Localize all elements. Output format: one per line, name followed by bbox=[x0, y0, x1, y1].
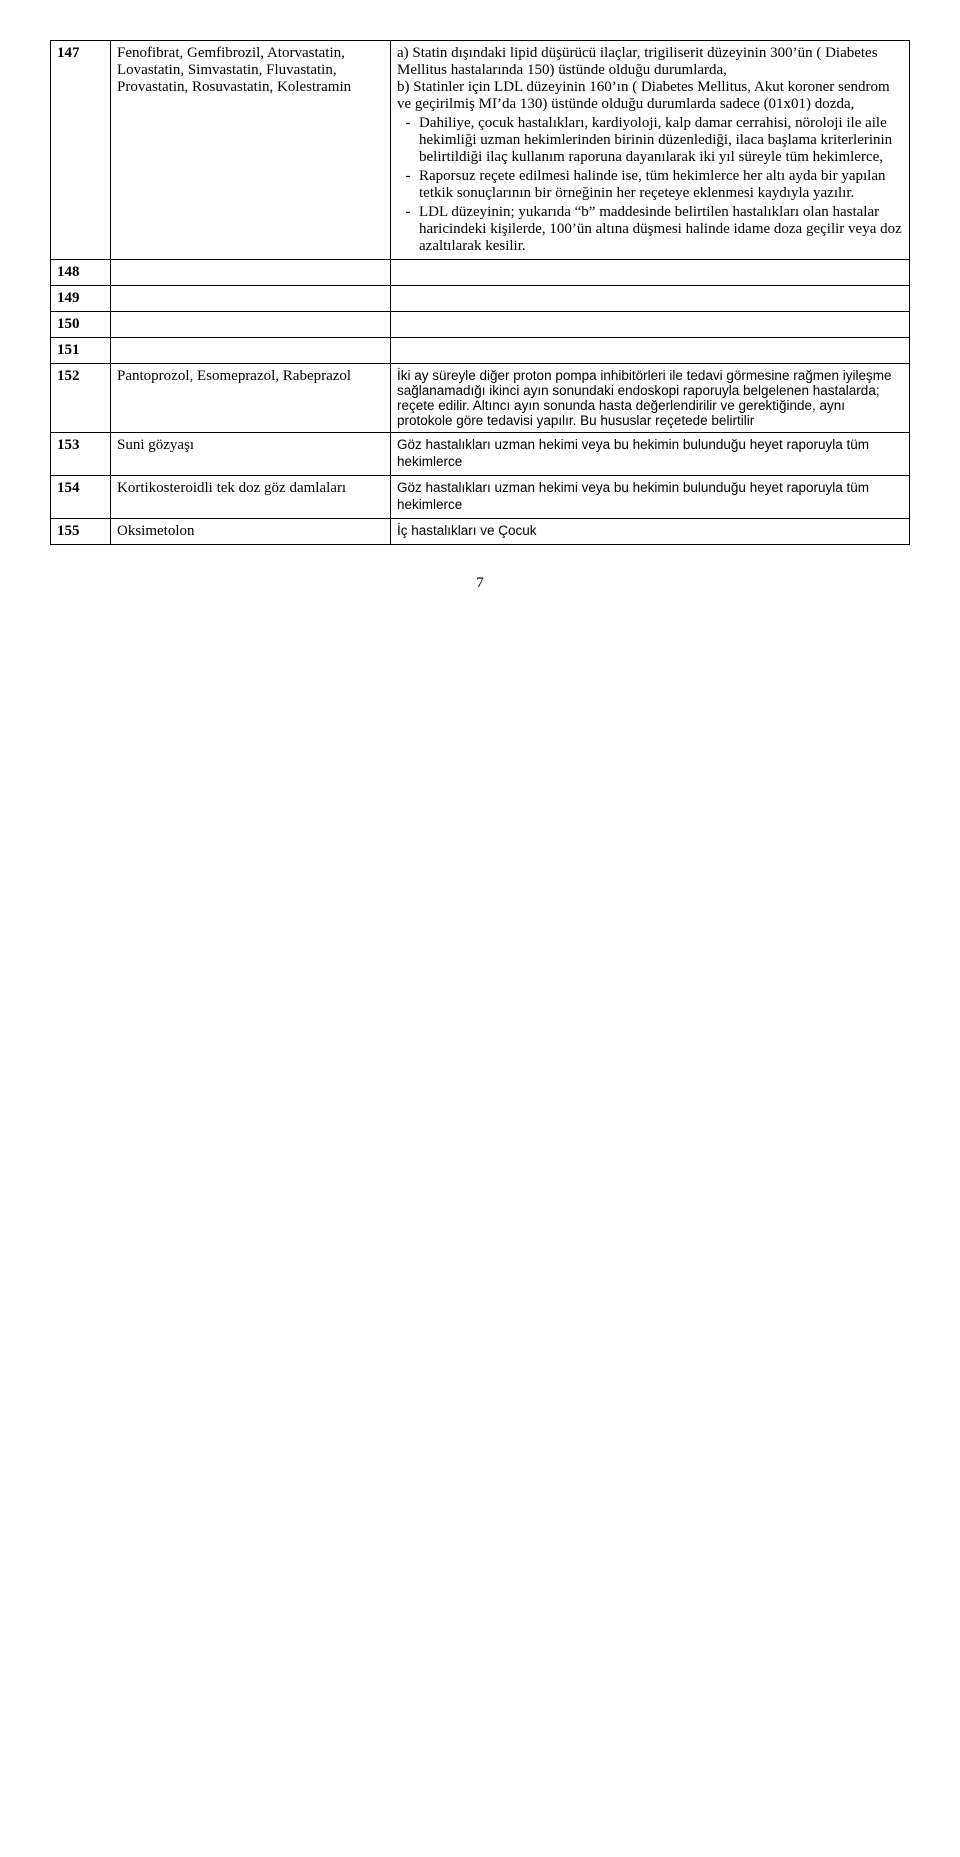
table-row: 150 bbox=[51, 312, 910, 338]
table-row: 151 bbox=[51, 338, 910, 364]
drug-cell: Suni gözyaşı bbox=[111, 433, 391, 476]
desc-text: İç hastalıkları ve Çocuk bbox=[397, 523, 537, 538]
desc-cell: İki ay süreyle diğer proton pompa inhibi… bbox=[391, 364, 910, 433]
desc-cell: İç hastalıkları ve Çocuk bbox=[391, 519, 910, 545]
desc-cell: Göz hastalıkları uzman hekimi veya bu he… bbox=[391, 433, 910, 476]
dash-icon: - bbox=[397, 204, 419, 255]
desc-text: Göz hastalıkları uzman hekimi veya bu he… bbox=[397, 480, 869, 512]
drug-cell: Kortikosteroidli tek doz göz damlaları bbox=[111, 476, 391, 519]
row-number: 153 bbox=[57, 437, 80, 453]
desc-cell: a) Statin dışındaki lipid düşürücü ilaçl… bbox=[391, 41, 910, 260]
desc-cell bbox=[391, 286, 910, 312]
bullet-item: - LDL düzeyinin; yukarıda “b” maddesinde… bbox=[397, 204, 903, 255]
table-row: 149 bbox=[51, 286, 910, 312]
table-row: 147 Fenofibrat, Gemfibrozil, Atorvastati… bbox=[51, 41, 910, 260]
row-number: 155 bbox=[57, 523, 80, 539]
bullet-text: Raporsuz reçete edilmesi halinde ise, tü… bbox=[419, 168, 903, 202]
drug-cell bbox=[111, 286, 391, 312]
table-row: 152 Pantoprozol, Esomeprazol, Rabeprazol… bbox=[51, 364, 910, 433]
drug-cell: Pantoprozol, Esomeprazol, Rabeprazol bbox=[111, 364, 391, 433]
desc-cell bbox=[391, 338, 910, 364]
row-number: 147 bbox=[57, 45, 80, 61]
dash-icon: - bbox=[397, 168, 419, 202]
row-number: 151 bbox=[57, 342, 80, 358]
drug-cell bbox=[111, 312, 391, 338]
table-row: 154 Kortikosteroidli tek doz göz damlala… bbox=[51, 476, 910, 519]
desc-text: Göz hastalıkları uzman hekimi veya bu he… bbox=[397, 437, 869, 469]
bullet-item: - Dahiliye, çocuk hastalıkları, kardiyol… bbox=[397, 115, 903, 166]
page-number: 7 bbox=[50, 575, 910, 592]
desc-cell bbox=[391, 260, 910, 286]
bullet-text: Dahiliye, çocuk hastalıkları, kardiyoloj… bbox=[419, 115, 903, 166]
table-row: 155 Oksimetolon İç hastalıkları ve Çocuk bbox=[51, 519, 910, 545]
desc-cell: Göz hastalıkları uzman hekimi veya bu he… bbox=[391, 476, 910, 519]
bullet-item: - Raporsuz reçete edilmesi halinde ise, … bbox=[397, 168, 903, 202]
drug-cell bbox=[111, 260, 391, 286]
drug-table: 147 Fenofibrat, Gemfibrozil, Atorvastati… bbox=[50, 40, 910, 545]
drug-cell bbox=[111, 338, 391, 364]
row-number: 152 bbox=[57, 368, 80, 384]
paragraph-b: b) Statinler için LDL düzeyinin 160’ın (… bbox=[397, 79, 903, 113]
dash-icon: - bbox=[397, 115, 419, 166]
row-number: 148 bbox=[57, 264, 80, 280]
paragraph-a: a) Statin dışındaki lipid düşürücü ilaçl… bbox=[397, 45, 903, 79]
row-number: 154 bbox=[57, 480, 80, 496]
table-row: 153 Suni gözyaşı Göz hastalıkları uzman … bbox=[51, 433, 910, 476]
row-number: 150 bbox=[57, 316, 80, 332]
desc-cell bbox=[391, 312, 910, 338]
table-row: 148 bbox=[51, 260, 910, 286]
drug-cell: Oksimetolon bbox=[111, 519, 391, 545]
bullet-text: LDL düzeyinin; yukarıda “b” maddesinde b… bbox=[419, 204, 903, 255]
row-number: 149 bbox=[57, 290, 80, 306]
drug-cell: Fenofibrat, Gemfibrozil, Atorvastatin, L… bbox=[111, 41, 391, 260]
